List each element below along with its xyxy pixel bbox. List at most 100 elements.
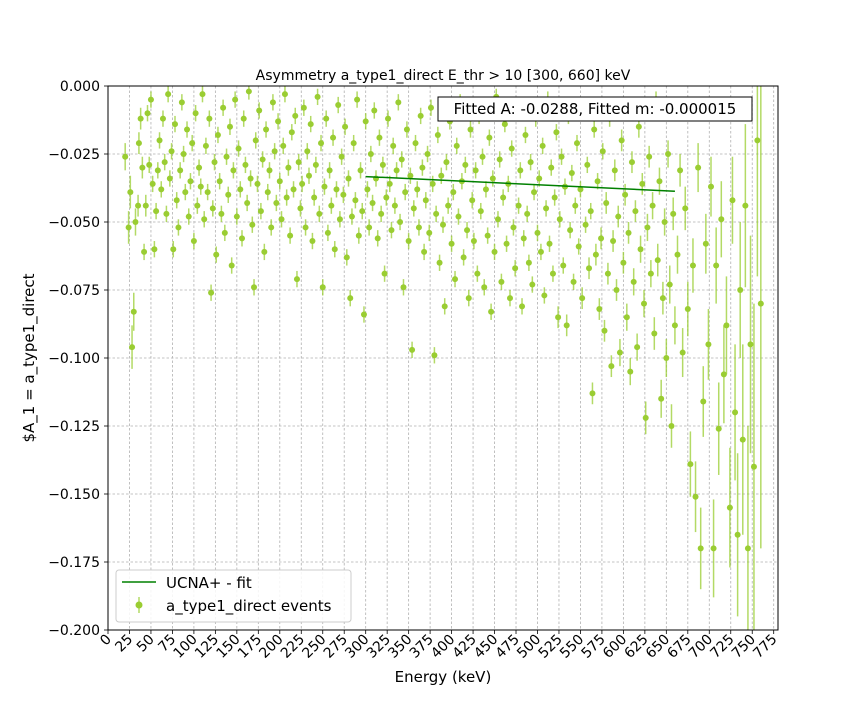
data-point — [549, 270, 556, 277]
data-point — [319, 284, 326, 291]
data-point — [202, 142, 209, 149]
data-point — [531, 189, 538, 196]
data-point — [436, 259, 443, 266]
data-point — [616, 349, 623, 356]
data-point — [553, 129, 560, 136]
data-point — [204, 189, 211, 196]
data-point — [275, 118, 282, 125]
data-point — [441, 303, 448, 310]
data-point — [501, 121, 508, 128]
data-point — [166, 175, 173, 182]
data-point — [465, 295, 472, 302]
data-point — [625, 229, 632, 236]
data-point — [541, 292, 548, 299]
y-tick-label: −0.175 — [48, 555, 100, 571]
data-point — [498, 278, 505, 285]
data-point — [245, 88, 252, 95]
data-point — [695, 164, 702, 171]
data-point — [647, 270, 654, 277]
data-point — [634, 344, 641, 351]
x-axis-label: Energy (keV) — [395, 668, 492, 686]
data-point — [180, 151, 187, 157]
data-point — [295, 159, 302, 166]
data-point — [560, 262, 567, 269]
legend-points-label: a_type1_direct events — [166, 597, 332, 616]
data-point — [147, 96, 154, 103]
data-point — [331, 246, 338, 253]
data-point — [661, 219, 668, 225]
data-point — [196, 164, 203, 171]
data-point — [297, 205, 304, 212]
data-point — [273, 199, 280, 206]
data-point — [438, 172, 445, 179]
data-point — [141, 248, 148, 255]
data-point — [484, 232, 491, 239]
data-point — [750, 463, 757, 470]
data-point — [587, 208, 594, 215]
data-point — [687, 461, 694, 468]
data-point — [345, 175, 352, 182]
data-point — [622, 191, 629, 198]
data-point — [591, 126, 598, 133]
data-point — [572, 202, 579, 209]
data-point — [510, 224, 517, 231]
data-point — [670, 210, 677, 217]
data-point — [718, 216, 725, 223]
data-point — [257, 208, 264, 215]
data-point — [599, 148, 606, 155]
chart-title: Asymmetry a_type1_direct E_thr > 10 [300… — [256, 68, 631, 84]
data-point — [519, 303, 526, 310]
fit-annotation: Fitted A: -0.0288, Fitted m: -0.000015 — [437, 96, 753, 122]
data-point — [235, 145, 242, 152]
data-point — [623, 314, 630, 321]
data-point — [410, 205, 417, 212]
data-point — [132, 219, 139, 225]
data-point — [324, 229, 331, 236]
data-point — [568, 170, 575, 177]
data-point — [168, 148, 175, 155]
data-point — [194, 202, 201, 209]
data-point — [281, 91, 288, 98]
data-point — [589, 390, 596, 397]
data-point — [512, 265, 519, 272]
data-point — [603, 199, 610, 206]
data-point — [328, 202, 335, 209]
data-point — [577, 186, 584, 193]
data-point — [398, 156, 405, 163]
data-point — [127, 189, 134, 196]
data-point — [610, 238, 617, 245]
y-tick-label: −0.150 — [48, 487, 100, 503]
data-point — [276, 178, 283, 185]
data-point — [306, 172, 312, 179]
data-point — [422, 197, 429, 204]
data-point — [338, 153, 345, 160]
data-point — [613, 287, 620, 293]
data-point — [472, 167, 479, 174]
data-point — [520, 235, 527, 242]
data-point — [369, 199, 376, 206]
data-point — [584, 161, 591, 168]
data-point — [326, 167, 333, 174]
data-point — [185, 213, 192, 220]
data-point — [340, 191, 347, 198]
data-point — [488, 308, 495, 315]
data-point — [656, 178, 663, 185]
data-point — [452, 276, 459, 283]
data-point — [429, 180, 436, 187]
data-point — [517, 167, 524, 174]
y-axis-label: $A_1 = a_type1_direct — [20, 273, 39, 442]
data-point — [161, 159, 168, 166]
data-point — [311, 194, 318, 201]
data-point — [135, 202, 142, 209]
data-point — [156, 137, 163, 144]
data-point — [692, 493, 699, 500]
data-point — [125, 224, 132, 231]
data-point — [481, 284, 488, 291]
data-point — [574, 140, 580, 147]
data-point — [336, 216, 343, 223]
data-point — [734, 531, 741, 538]
data-point — [527, 159, 534, 166]
data-point — [221, 229, 228, 236]
data-point — [453, 142, 460, 149]
data-point — [757, 300, 764, 307]
